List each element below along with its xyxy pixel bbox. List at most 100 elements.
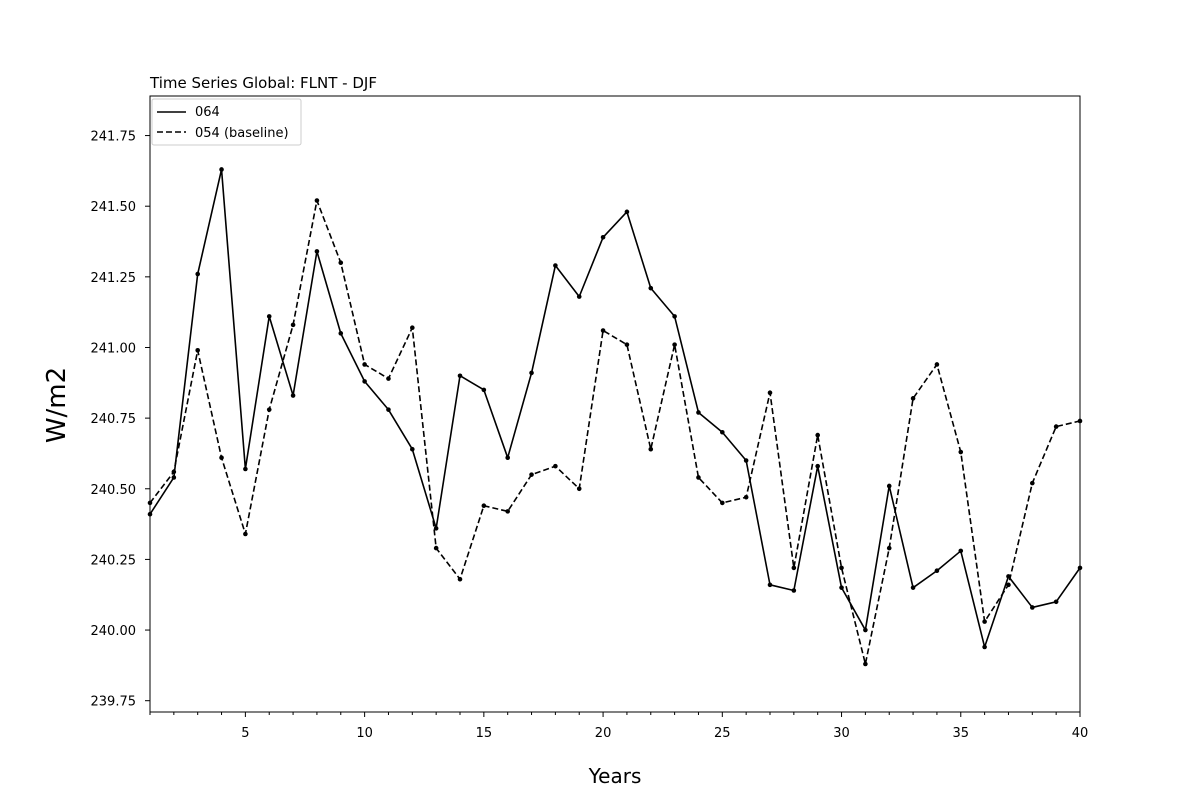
- data-point-054-baseline: [338, 260, 344, 266]
- data-point-064: [600, 234, 606, 240]
- data-point-054-baseline: [815, 432, 820, 438]
- data-point-054-baseline: [600, 328, 606, 333]
- data-point-054-baseline: [791, 565, 797, 571]
- data-point-064: [457, 373, 463, 379]
- data-point-054-baseline: [1030, 480, 1035, 486]
- x-axis-label: Years: [588, 764, 642, 788]
- data-point-064: [720, 429, 725, 435]
- legend-label-054-baseline: 054 (baseline): [195, 126, 289, 141]
- data-point-054-baseline: [195, 348, 200, 353]
- x-tick-label: 15: [476, 726, 493, 741]
- data-point-054-baseline: [696, 475, 701, 480]
- data-point-054-baseline: [266, 407, 272, 412]
- data-point-064: [386, 407, 391, 412]
- x-tick-label: 20: [595, 726, 612, 741]
- data-point-054-baseline: [553, 463, 558, 469]
- x-tick-label: 5: [241, 726, 249, 741]
- data-point-064: [1053, 599, 1059, 605]
- x-axis: 5 10 15 20 25 30 35 40: [149, 712, 1089, 741]
- data-point-064: [982, 644, 987, 650]
- y-tick-label: 241.00: [91, 341, 137, 356]
- y-tick-label: 240.50: [91, 483, 137, 498]
- legend-label-064: 064: [195, 105, 220, 120]
- data-point-064: [362, 379, 367, 384]
- y-tick-label: 240.75: [91, 412, 137, 427]
- data-point-054-baseline: [672, 342, 677, 347]
- data-point-064: [195, 271, 200, 277]
- data-point-064: [767, 582, 773, 588]
- data-point-054-baseline: [624, 342, 630, 347]
- data-point-054-baseline: [219, 455, 224, 460]
- data-point-064: [553, 263, 558, 268]
- data-point-064: [863, 627, 868, 633]
- data-point-064: [1030, 605, 1035, 610]
- x-tick-label: 40: [1072, 726, 1089, 741]
- data-point-054-baseline: [910, 396, 916, 401]
- data-point-064: [958, 548, 964, 554]
- data-point-054-baseline: [410, 325, 415, 331]
- data-point-064: [672, 314, 677, 319]
- data-point-064: [338, 331, 344, 336]
- data-point-064: [624, 209, 630, 215]
- data-point-064: [481, 387, 487, 393]
- data-point-054-baseline: [886, 545, 892, 551]
- y-tick-label: 240.00: [91, 624, 137, 639]
- data-point-064: [743, 458, 749, 463]
- data-point-064: [791, 588, 797, 593]
- data-point-064: [815, 463, 820, 469]
- series-line-054-baseline: [149, 199, 1081, 665]
- data-point-054-baseline: [529, 472, 534, 477]
- data-point-054-baseline: [433, 545, 439, 551]
- data-point-054-baseline: [934, 362, 940, 367]
- data-point-054-baseline: [767, 390, 773, 395]
- legend: 064 054 (baseline): [151, 98, 302, 146]
- data-point-064: [243, 466, 248, 472]
- y-tick-label: 241.50: [91, 200, 137, 215]
- data-point-064: [648, 285, 654, 291]
- data-point-064: [314, 249, 320, 254]
- series-line-064: [149, 168, 1081, 648]
- data-point-054-baseline: [243, 531, 248, 537]
- x-tick-label: 10: [356, 726, 373, 741]
- y-tick-label: 241.25: [91, 271, 137, 286]
- data-point-064: [934, 568, 940, 574]
- data-point-064: [529, 370, 534, 376]
- data-point-064: [505, 455, 510, 460]
- data-point-054-baseline: [1053, 424, 1059, 429]
- data-point-054-baseline: [743, 494, 749, 500]
- plot-frame: [149, 95, 1081, 713]
- data-point-064: [171, 475, 177, 480]
- y-axis-label: W/m2: [42, 367, 72, 443]
- data-point-054-baseline: [720, 500, 725, 506]
- data-point-064: [910, 585, 916, 590]
- data-point-054-baseline: [362, 362, 367, 367]
- x-tick-label: 35: [952, 726, 969, 741]
- data-point-064: [290, 393, 296, 398]
- data-point-054-baseline: [481, 503, 487, 509]
- y-tick-label: 240.25: [91, 553, 137, 568]
- data-point-064: [219, 167, 224, 172]
- data-point-054-baseline: [386, 376, 391, 381]
- y-tick-label: 241.75: [91, 130, 137, 145]
- chart-title: Time Series Global: FLNT - DJF: [149, 74, 377, 92]
- data-point-054-baseline: [648, 446, 654, 452]
- data-point-054-baseline: [839, 565, 844, 571]
- data-point-054-baseline: [505, 509, 510, 514]
- x-tick-label: 25: [714, 726, 731, 741]
- legend-box: [151, 98, 302, 146]
- data-point-054-baseline: [457, 576, 463, 582]
- data-point-064: [886, 483, 892, 489]
- data-point-054-baseline: [171, 469, 177, 475]
- y-axis: 239.75 240.00 240.25 240.50 240.75 241.00 241.…: [91, 130, 150, 710]
- data-point-064: [433, 526, 439, 531]
- data-point-054-baseline: [863, 661, 868, 667]
- data-point-064: [576, 294, 582, 299]
- data-point-064: [696, 410, 701, 415]
- data-point-054-baseline: [290, 322, 296, 328]
- data-point-064: [266, 314, 272, 319]
- y-tick-label: 239.75: [91, 695, 137, 710]
- data-point-054-baseline: [958, 449, 964, 455]
- data-point-054-baseline: [314, 198, 320, 203]
- data-point-064: [410, 446, 415, 452]
